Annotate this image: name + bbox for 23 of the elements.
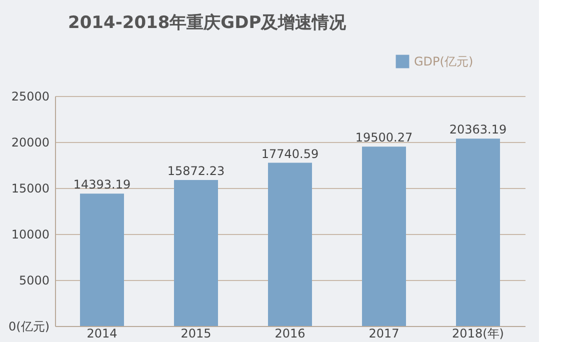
bar <box>456 138 500 326</box>
chart-title: 2014-2018年重庆GDP及增速情况 <box>68 13 348 33</box>
y-tick-label: 15000 <box>11 182 50 196</box>
bar <box>362 146 406 326</box>
x-tick-label: 2018(年) <box>452 326 504 340</box>
data-label: 20363.19 <box>449 122 507 137</box>
y-tick-label: 10000 <box>11 228 50 242</box>
x-tick-label: 2015 <box>180 326 212 340</box>
data-label: 14393.19 <box>73 178 131 192</box>
bar <box>174 180 218 326</box>
y-tick-label: 0(亿元) <box>8 320 50 334</box>
y-tick-label: 25000 <box>11 90 50 104</box>
x-tick-label: 2017 <box>368 326 400 340</box>
bar <box>80 194 124 326</box>
data-label: 15872.23 <box>167 164 225 178</box>
x-tick-label: 2014 <box>86 326 118 340</box>
x-tick-label: 2016 <box>274 326 306 340</box>
y-tick-label: 20000 <box>11 136 50 150</box>
bar <box>268 162 312 326</box>
legend-label: GDP(亿元) <box>414 54 474 68</box>
y-tick-label: 5000 <box>18 274 50 288</box>
data-label: 17740.59 <box>261 146 319 161</box>
data-label: 19500.27 <box>355 130 413 145</box>
